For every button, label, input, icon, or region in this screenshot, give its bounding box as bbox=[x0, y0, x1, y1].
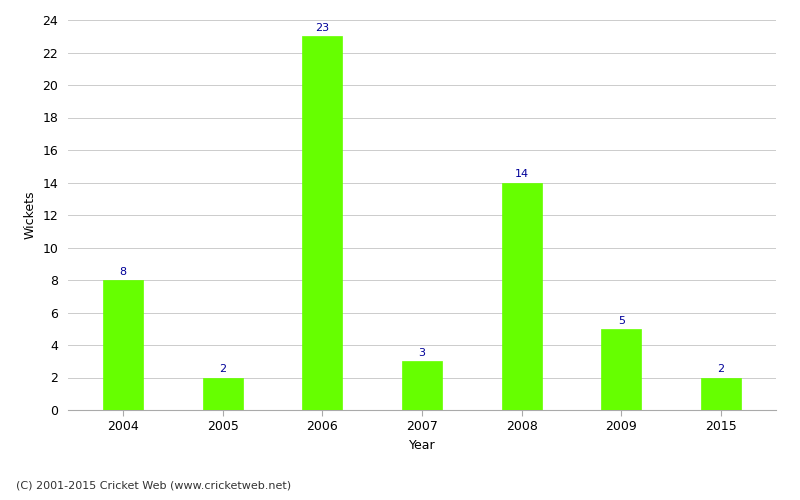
Text: 2: 2 bbox=[219, 364, 226, 374]
Bar bbox=[402, 361, 442, 410]
X-axis label: Year: Year bbox=[409, 439, 435, 452]
Text: (C) 2001-2015 Cricket Web (www.cricketweb.net): (C) 2001-2015 Cricket Web (www.cricketwe… bbox=[16, 480, 291, 490]
Bar bbox=[502, 182, 542, 410]
Y-axis label: Wickets: Wickets bbox=[24, 190, 37, 240]
Text: 5: 5 bbox=[618, 316, 625, 326]
Bar bbox=[602, 329, 642, 410]
Text: 2: 2 bbox=[718, 364, 725, 374]
Text: 3: 3 bbox=[418, 348, 426, 358]
Text: 14: 14 bbox=[514, 169, 529, 179]
Bar bbox=[302, 36, 342, 410]
Bar bbox=[702, 378, 741, 410]
Text: 8: 8 bbox=[119, 267, 126, 277]
Bar bbox=[103, 280, 142, 410]
Bar bbox=[202, 378, 242, 410]
Text: 23: 23 bbox=[315, 23, 330, 33]
